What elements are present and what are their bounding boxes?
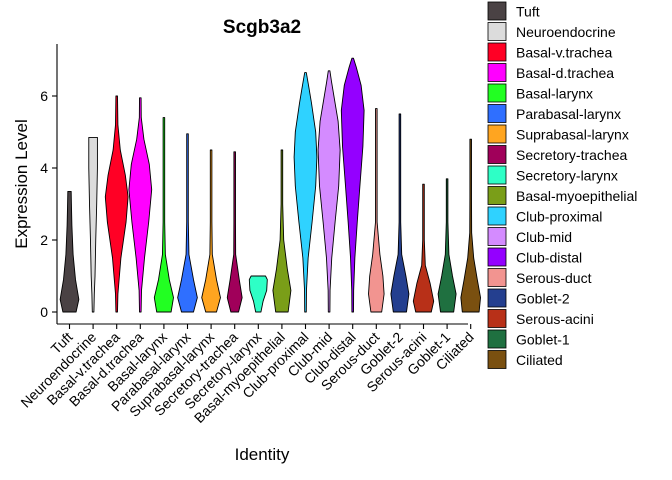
y-tick-label: 6 [40,88,48,104]
chart-title: Scgb3a2 [223,17,301,38]
legend: Tuft Neuroendocrine Basal-v.trachea Basal-d… [487,1,637,369]
legend-label: Tuft [516,4,540,20]
violin-basal-myoepithelial [272,149,292,313]
legend-label: Basal-myoepithelial [516,188,637,204]
violin-club-distal [340,57,365,313]
legend-label: Club-mid [516,229,572,245]
y-tick-label: 2 [40,232,48,248]
legend-swatch [487,268,507,287]
legend-swatch [487,288,507,308]
legend-swatch [487,1,507,21]
legend-label: Club-distal [516,250,582,266]
violin-tuft [59,190,80,313]
legend-swatch [487,247,507,267]
x-axis-title: Identity [235,445,290,464]
x-ticks-group: TuftNeuroendocrineBasal-v.tracheaBasal-d… [17,324,477,426]
legend-label: Basal-d.trachea [516,65,614,81]
violin-basal-v-trachea [104,95,129,313]
legend-label: Suprabasal-larynx [516,127,629,143]
legend-label: Club-proximal [516,209,602,225]
y-tick-label: 0 [40,304,48,320]
y-axis-title: Expression Level [12,119,31,248]
violin-basal-larynx [153,117,174,313]
legend-swatch [487,329,507,349]
violin-club-proximal [293,72,318,313]
legend-label: Ciliated [516,352,563,368]
violin-parabasal-larynx [177,133,198,313]
violin-goblet-2 [390,113,410,313]
legend-swatch [487,186,507,205]
violin-serous-duct [368,108,385,313]
legend-swatch [487,206,507,226]
legend-swatch [487,227,507,246]
legend-label: Parabasal-larynx [516,106,621,122]
violin-secretory-trachea [226,151,243,313]
violin-ciliated [460,138,481,313]
violin-secretory-larynx [248,275,268,313]
legend-label: Neuroendocrine [516,24,616,40]
legend-swatch [487,350,507,369]
violin-serous-acini [412,183,435,313]
legend-label: Basal-larynx [516,86,593,102]
legend-swatch [487,309,507,328]
legend-swatch [487,42,507,62]
legend-label: Serous-duct [516,270,592,286]
legend-label: Serous-acini [516,311,594,327]
legend-swatch [487,22,507,41]
violin-neuroendocrine [88,136,98,313]
legend-label: Basal-v.trachea [516,45,612,61]
legend-swatch [487,83,507,103]
violin-suprabasal-larynx [201,149,221,313]
legend-label: Secretory-trachea [516,147,627,163]
legend-swatch [487,165,507,185]
legend-label: Goblet-2 [516,291,570,307]
legend-swatch [487,63,507,82]
violin-goblet-1 [437,178,457,313]
legend-swatch [487,145,507,164]
legend-swatch [487,124,507,144]
legend-label: Secretory-larynx [516,168,618,184]
legend-swatch [487,104,507,123]
y-tick-label: 4 [40,160,48,176]
violins-group [59,57,481,313]
legend-label: Goblet-1 [516,332,570,348]
violin-basal-d-trachea [128,97,153,313]
y-ticks-group: 0 2 4 6 [40,88,57,320]
violin-club-mid [317,70,341,313]
